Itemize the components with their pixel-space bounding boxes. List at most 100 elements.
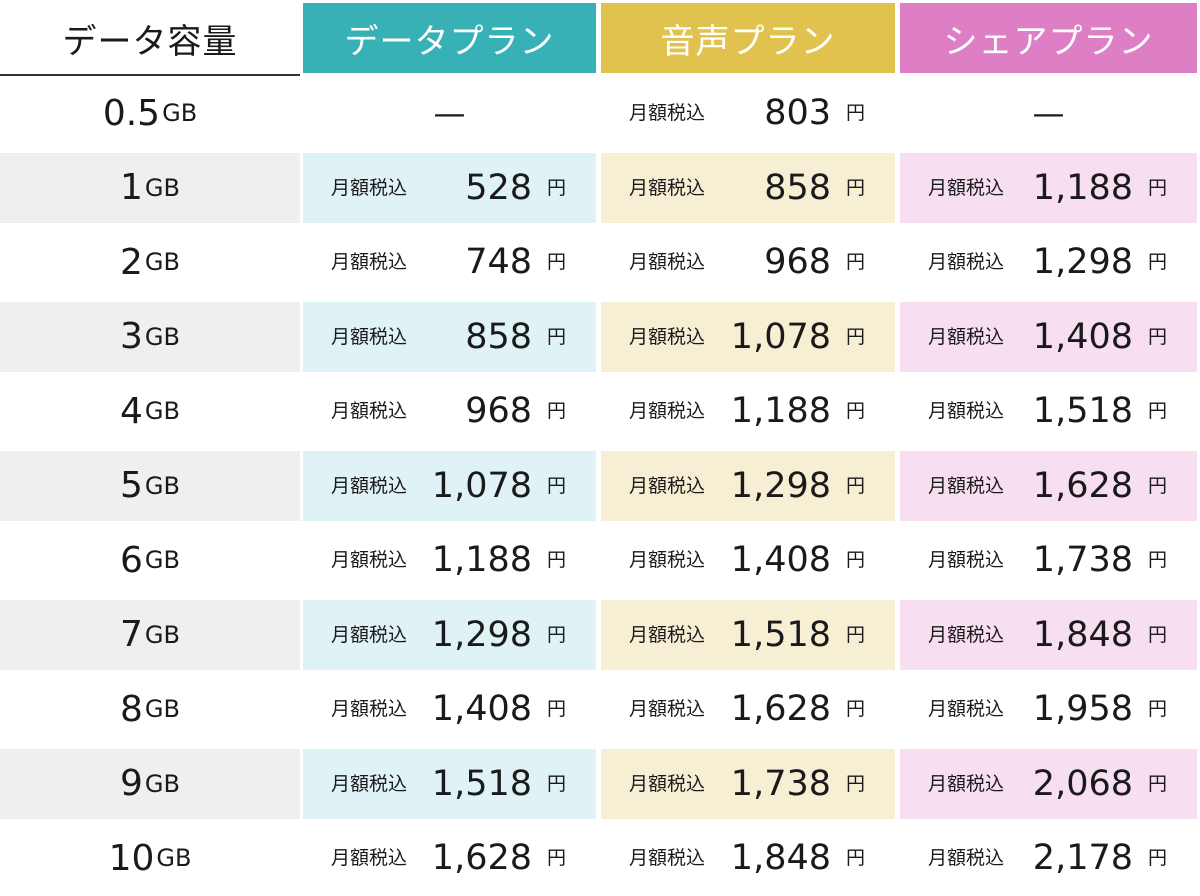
share-plan-price-cell: 月額税込 2,178 円: [900, 823, 1197, 893]
price-value: 1,518: [431, 763, 532, 804]
voice-plan-price-cell: 月額税込 1,078 円: [601, 301, 895, 372]
capacity-unit: GB: [144, 769, 180, 798]
capacity-value: 4: [120, 390, 143, 432]
price-value: 968: [764, 242, 831, 282]
table-row: 6 GB 月額税込 1,188 円 月額税込 1,408 円 月額税込 1,738 円: [0, 523, 1200, 597]
data-plan-price-cell: 月額税込 528 円: [303, 152, 596, 223]
currency-unit: 円: [845, 474, 865, 497]
price-value: 1,848: [730, 838, 831, 878]
table-row: 4 GB 月額税込 968 円 月額税込 1,188 円 月額税込 1,518 円: [0, 374, 1200, 448]
capacity-unit: GB: [144, 546, 180, 574]
price-label: 月額税込: [629, 102, 706, 124]
price-value: 1,408: [431, 689, 532, 729]
currency-unit: 円: [1147, 474, 1167, 497]
price-label: 月額税込: [928, 251, 1005, 273]
share-plan-price-cell: 月額税込 1,408 円: [900, 301, 1197, 372]
capacity-unit: GB: [144, 471, 180, 500]
voice-plan-price-cell: 月額税込 1,848 円: [601, 823, 895, 893]
price-label: 月額税込: [928, 772, 1005, 795]
price-value: 1,408: [730, 540, 831, 580]
data-plan-price-cell: 月額税込 1,298 円: [303, 599, 596, 670]
capacity-unit: GB: [144, 620, 180, 649]
capacity-cell: 6 GB: [0, 525, 300, 595]
share-plan-price-cell: 月額税込 1,188 円: [900, 152, 1197, 223]
price-label: 月額税込: [629, 549, 706, 571]
price-value: 1,298: [730, 465, 831, 506]
price-value: 1,518: [1032, 391, 1133, 431]
capacity-value: 9: [120, 763, 143, 804]
voice-plan-price-cell: 月額税込 1,298 円: [601, 450, 895, 521]
capacity-cell: 4 GB: [0, 376, 300, 446]
price-value: 1,188: [730, 391, 831, 431]
price-value: 1,848: [1032, 614, 1133, 655]
price-value: 1,078: [730, 316, 831, 357]
table-row: 10 GB 月額税込 1,628 円 月額税込 1,848 円 月額税込 2,178 円: [0, 821, 1200, 895]
voice-plan-price-cell: 月額税込 1,738 円: [601, 748, 895, 819]
capacity-value: 0.5: [102, 92, 161, 134]
data-plan-price-cell: 月額税込 1,188 円: [303, 525, 596, 595]
capacity-value: 2: [120, 241, 143, 283]
price-label: 月額税込: [331, 698, 408, 720]
price-value: 803: [764, 93, 831, 133]
data-plan-price-cell: 月額税込 1,628 円: [303, 823, 596, 893]
price-label: 月額税込: [629, 698, 706, 720]
share-plan-price-cell: 月額税込 1,848 円: [900, 599, 1197, 670]
price-label: 月額税込: [331, 176, 408, 199]
price-value: 1,738: [730, 763, 831, 804]
price-value: 1,958: [1032, 689, 1133, 729]
capacity-value: 7: [120, 614, 143, 655]
price-label: 月額税込: [928, 847, 1005, 869]
currency-unit: 円: [845, 623, 865, 646]
currency-unit: 円: [546, 772, 566, 795]
share-plan-price-cell: 月額税込 1,518 円: [900, 376, 1197, 446]
price-value: 1,628: [431, 838, 532, 878]
table-row: 3 GB 月額税込 858 円 月額税込 1,078 円 月額税込 1,408 円: [0, 300, 1200, 374]
share-plan-price-cell: 月額税込 1,738 円: [900, 525, 1197, 595]
currency-unit: 円: [546, 698, 566, 720]
price-label: 月額税込: [629, 325, 706, 348]
capacity-cell: 0.5 GB: [0, 78, 300, 148]
table-row: 1 GB 月額税込 528 円 月額税込 858 円 月額税込 1,188 円: [0, 151, 1200, 225]
currency-unit: 円: [1147, 400, 1167, 422]
table-header: データ容量 データプラン 音声プラン シェアプラン: [0, 0, 1200, 76]
table-row: 0.5 GB — 月額税込 803 円 —: [0, 76, 1200, 150]
price-label: 月額税込: [928, 549, 1005, 571]
price-value: 1,078: [431, 465, 532, 506]
price-label: 月額税込: [629, 623, 706, 646]
capacity-value: 5: [120, 465, 143, 506]
currency-unit: 円: [546, 176, 566, 199]
data-plan-price-cell: 月額税込 1,078 円: [303, 450, 596, 521]
price-label: 月額税込: [629, 176, 706, 199]
price-value: 2,178: [1032, 838, 1133, 878]
currency-unit: 円: [546, 325, 566, 348]
price-label: 月額税込: [629, 772, 706, 795]
capacity-unit: GB: [156, 844, 192, 872]
share-plan-price-cell: 月額税込 2,068 円: [900, 748, 1197, 819]
price-value: 1,298: [431, 614, 532, 655]
currency-unit: 円: [845, 847, 865, 869]
price-value: 1,298: [1032, 242, 1133, 282]
data-plan-price-cell: 月額税込 968 円: [303, 376, 596, 446]
currency-unit: 円: [845, 549, 865, 571]
data-plan-price-cell: 月額税込 748 円: [303, 227, 596, 297]
price-label: 月額税込: [928, 698, 1005, 720]
currency-unit: 円: [845, 102, 865, 124]
data-plan-price-cell: 月額税込 858 円: [303, 301, 596, 372]
price-label: 月額税込: [629, 400, 706, 422]
capacity-value: 1: [120, 167, 143, 208]
currency-unit: 円: [546, 623, 566, 646]
price-label: 月額税込: [331, 251, 408, 273]
price-label: 月額税込: [928, 325, 1005, 348]
capacity-value: 10: [108, 837, 155, 879]
voice-plan-price-cell: 月額税込 803 円: [601, 78, 895, 148]
price-label: 月額税込: [928, 623, 1005, 646]
price-value: 748: [465, 242, 532, 282]
header-share-plan: シェアプラン: [900, 3, 1197, 73]
capacity-unit: GB: [144, 397, 180, 425]
price-label: 月額税込: [331, 549, 408, 571]
capacity-value: 8: [120, 688, 143, 730]
capacity-cell: 9 GB: [0, 748, 300, 819]
not-available-dash: —: [1032, 94, 1065, 132]
price-label: 月額税込: [331, 400, 408, 422]
